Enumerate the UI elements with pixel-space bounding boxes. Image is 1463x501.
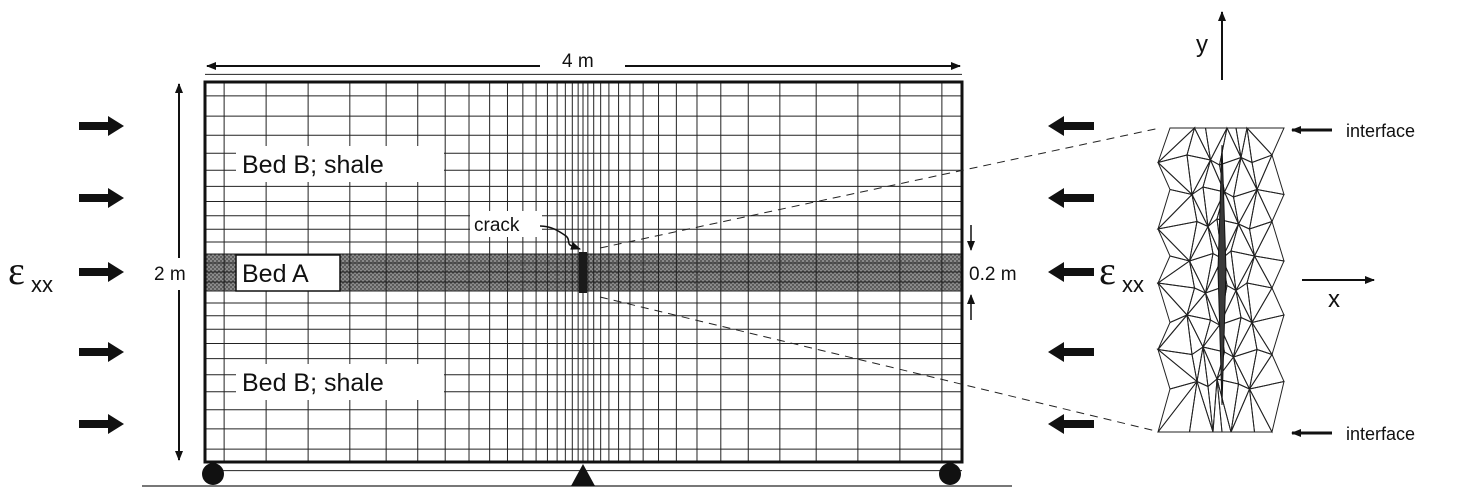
detail-mesh-triangle [1186, 154, 1212, 197]
left-load-arrow [79, 262, 124, 282]
detail-mesh-triangle [1186, 126, 1212, 161]
strain-right-subscript: xx [1122, 272, 1144, 297]
detail-mesh-triangle [1157, 313, 1193, 356]
detail-mesh-triangle [1256, 153, 1285, 196]
detail-mesh-triangle [1196, 346, 1209, 388]
zoom-leader-top [599, 127, 1161, 249]
detail-mesh-triangle [1248, 380, 1285, 434]
crack-label-bg [470, 211, 542, 237]
detail-mesh-triangle [1156, 193, 1198, 230]
y-axis-label: y [1196, 31, 1208, 58]
bed-b-bottom-label: Bed B; shale [242, 369, 384, 397]
crack-label: crack [474, 215, 520, 236]
strain-right-symbol: ε [1099, 248, 1116, 293]
detail-mesh-triangle [1223, 157, 1242, 198]
detail-mesh-triangle [1216, 378, 1232, 433]
detail-mesh-triangle [1249, 388, 1273, 433]
zoom-leader-bottom [599, 296, 1161, 433]
strain-left-subscript: xx [31, 272, 53, 297]
detail-mesh-triangle [1245, 127, 1285, 156]
detail-mesh-triangle [1156, 255, 1191, 285]
interface-bottom-label: interface [1346, 424, 1415, 444]
left-load-arrow [79, 342, 124, 362]
crack-leader [539, 225, 581, 250]
interface-top-label: interface [1346, 121, 1415, 141]
detail-mesh-triangle [1246, 126, 1273, 164]
detail-mesh-triangle [1157, 162, 1194, 196]
domain-outline [203, 80, 964, 464]
bed-b-top-label-bg [236, 146, 444, 182]
right-load-arrow [1048, 342, 1094, 362]
roller-support-left [202, 463, 224, 485]
left-load-arrow [79, 188, 124, 208]
bed-b-top-label: Bed B; shale [242, 151, 384, 179]
detail-mesh-triangle [1253, 220, 1285, 262]
detail-mesh-triangle [1205, 292, 1221, 327]
bed-a-label-bg [235, 254, 341, 292]
right-load-arrow [1048, 116, 1094, 136]
left-load-arrows [79, 116, 124, 434]
bed-b-bottom-label-bg [236, 364, 444, 400]
detail-mesh-triangle [1246, 282, 1273, 325]
detail-mesh-triangle [1246, 254, 1273, 289]
detail-mesh-triangle [1248, 220, 1273, 258]
detail-mesh-triangle [1157, 228, 1192, 262]
bed-a-label: Bed A [242, 260, 309, 288]
crack-detail-mesh [1156, 126, 1285, 434]
detail-mesh-triangle [1209, 127, 1228, 166]
detail-mesh-triangle [1256, 188, 1285, 223]
detail-mesh-triangle [1189, 260, 1207, 295]
strain-left-symbol: ε [8, 248, 25, 293]
right-load-arrow [1048, 262, 1094, 282]
left-load-arrow [79, 414, 124, 434]
detail-mesh-triangle [1250, 286, 1285, 324]
detail-mesh-triangle [1207, 377, 1218, 433]
detail-mesh-triangle [1156, 282, 1196, 317]
detail-mesh-triangle [1156, 379, 1198, 433]
detail-mesh-triangle [1251, 154, 1273, 192]
left-load-arrow [79, 116, 124, 136]
height-label: 2 m [154, 264, 186, 285]
detail-mesh-triangle [1235, 255, 1255, 291]
right-load-arrow [1048, 414, 1094, 434]
crack-mark [579, 252, 587, 293]
detail-mesh-triangle [1240, 127, 1253, 164]
right-load-arrows [1048, 116, 1094, 434]
x-axis-label: x [1328, 286, 1340, 313]
detail-crack [1217, 144, 1227, 406]
right-load-arrow [1048, 188, 1094, 208]
roller-support-right [939, 463, 961, 485]
pin-support [571, 464, 595, 486]
detail-mesh-triangle [1230, 250, 1256, 293]
bed-thickness-label: 0.2 m [969, 264, 1017, 285]
detail-mesh-triangle [1237, 189, 1258, 230]
detail-mesh-triangle [1233, 356, 1251, 391]
width-label: 4 m [562, 51, 594, 72]
detail-mesh-triangle [1191, 159, 1211, 195]
detail-mesh-triangle [1188, 381, 1214, 433]
